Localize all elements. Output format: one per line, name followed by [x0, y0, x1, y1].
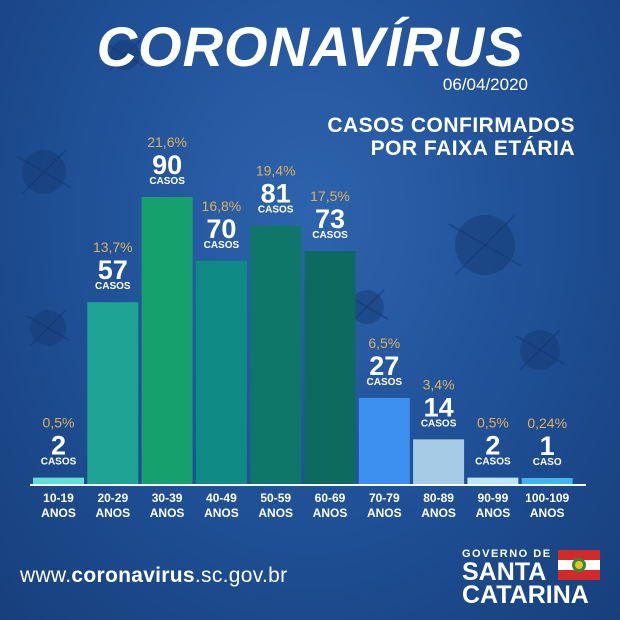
category-unit-label: ANOS — [95, 506, 130, 520]
unit-label: CASOS — [312, 230, 348, 241]
value-label: 57 — [98, 255, 128, 285]
percent-label: 17,5% — [310, 188, 350, 204]
virus-decoration — [22, 150, 66, 194]
percent-label: 6,5% — [368, 335, 400, 351]
virus-decoration — [455, 215, 515, 275]
category-unit-label: ANOS — [313, 506, 348, 520]
percent-label: 0,24% — [527, 415, 567, 431]
unit-label: CASO — [533, 457, 562, 468]
unit-label: CASOS — [95, 281, 131, 292]
report-date: 06/04/2020 — [442, 75, 528, 94]
percent-label: 0,5% — [477, 415, 509, 431]
state-flag-icon — [558, 550, 600, 580]
virus-decoration — [110, 40, 140, 70]
category-label: 40-49 — [206, 491, 237, 505]
value-label: 2 — [51, 431, 66, 461]
virus-decoration — [350, 290, 384, 324]
category-unit-label: ANOS — [530, 506, 565, 520]
category-label: 70-79 — [369, 491, 400, 505]
subtitle-line: CASOS CONFIRMADOS — [327, 114, 575, 137]
bar — [87, 302, 139, 484]
unit-label: CASOS — [475, 457, 511, 468]
value-label: 81 — [261, 179, 291, 209]
category-label: 10-19 — [43, 491, 74, 505]
value-label: 14 — [424, 392, 454, 422]
percent-label: 13,7% — [93, 239, 133, 255]
category-unit-label: ANOS — [421, 506, 456, 520]
value-label: 1 — [540, 431, 555, 461]
value-label: 2 — [485, 431, 500, 461]
url-domain: coronavirus — [71, 564, 195, 587]
unit-label: CASOS — [149, 176, 185, 187]
bar — [141, 197, 193, 484]
bar — [467, 477, 519, 484]
bar — [250, 225, 302, 484]
unit-label: CASOS — [41, 457, 77, 468]
logo-line: SANTA — [462, 558, 547, 586]
virus-decoration — [520, 330, 560, 370]
value-label: 70 — [206, 214, 236, 244]
bar — [521, 478, 573, 484]
bar — [304, 251, 356, 484]
logo-line: CATARINA — [462, 581, 589, 609]
unit-label: CASOS — [367, 377, 403, 388]
bar — [195, 260, 247, 484]
logo-line: GOVERNO DE — [462, 548, 552, 560]
unit-label: CASOS — [204, 240, 240, 251]
value-label: 90 — [152, 150, 182, 180]
category-unit-label: ANOS — [258, 506, 293, 520]
category-unit-label: ANOS — [367, 506, 402, 520]
category-label: 50-59 — [260, 491, 291, 505]
subtitle-line: POR FAIXA ETÁRIA — [370, 137, 575, 160]
virus-decoration — [30, 310, 66, 346]
category-unit-label: ANOS — [150, 506, 185, 520]
government-logo: GOVERNO DE SANTA CATARINA — [458, 548, 608, 610]
category-label: 90-99 — [478, 491, 509, 505]
value-label: 73 — [315, 204, 345, 234]
chart-baseline — [30, 484, 586, 486]
category-label: 80-89 — [423, 491, 454, 505]
bar — [413, 439, 465, 484]
category-label: 30-39 — [152, 491, 183, 505]
bar — [33, 477, 84, 484]
bar — [358, 397, 410, 484]
url-prefix: www. — [20, 564, 72, 587]
page-title: CORONAVÍRUS — [96, 15, 524, 78]
percent-label: 0,5% — [43, 415, 75, 431]
percent-label: 3,4% — [423, 376, 455, 392]
footer-url[interactable]: www.coronavirus.sc.gov.br — [20, 564, 287, 588]
category-label: 60-69 — [315, 491, 346, 505]
category-unit-label: ANOS — [204, 506, 239, 520]
unit-label: CASOS — [258, 205, 294, 216]
percent-label: 21,6% — [147, 134, 187, 150]
category-label: 100-109 — [525, 491, 569, 505]
category-label: 20-29 — [97, 491, 128, 505]
chart-subtitle: CASOS CONFIRMADOS POR FAIXA ETÁRIA — [327, 114, 575, 160]
percent-label: 16,8% — [202, 198, 242, 214]
percent-label: 19,4% — [256, 163, 296, 179]
unit-label: CASOS — [421, 418, 457, 429]
category-unit-label: ANOS — [476, 506, 511, 520]
value-label: 27 — [369, 351, 399, 381]
category-unit-label: ANOS — [41, 506, 76, 520]
url-suffix: .sc.gov.br — [194, 564, 288, 587]
